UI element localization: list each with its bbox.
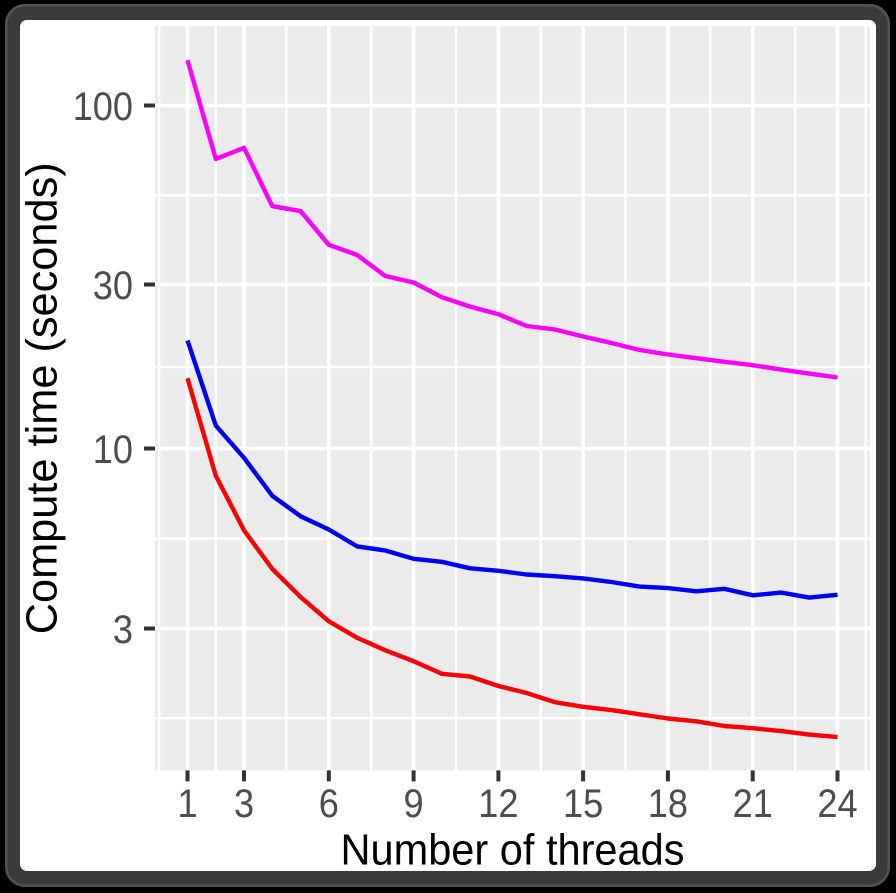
svg-text:18: 18	[648, 782, 688, 826]
svg-text:1: 1	[177, 782, 197, 826]
svg-text:10: 10	[93, 428, 133, 472]
svg-text:3: 3	[113, 608, 133, 652]
svg-text:9: 9	[404, 782, 424, 826]
svg-text:12: 12	[478, 782, 518, 826]
svg-text:Number of threads: Number of threads	[341, 827, 685, 875]
svg-text:24: 24	[817, 782, 857, 826]
svg-text:15: 15	[563, 782, 603, 826]
svg-text:100: 100	[73, 85, 133, 129]
svg-text:6: 6	[319, 782, 339, 826]
svg-text:3: 3	[234, 782, 254, 826]
svg-text:30: 30	[93, 264, 133, 308]
svg-text:Compute time (seconds): Compute time (seconds)	[19, 162, 67, 634]
svg-text:21: 21	[733, 782, 773, 826]
